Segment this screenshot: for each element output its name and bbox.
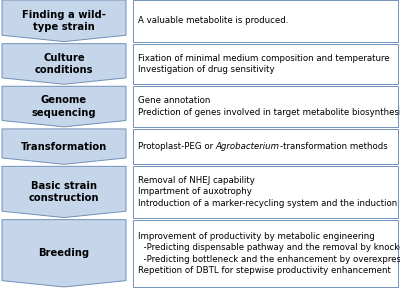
Bar xyxy=(133,44,398,84)
Polygon shape xyxy=(2,220,126,287)
Text: Fixation of minimal medium composition and temperature
Investigation of drug sen: Fixation of minimal medium composition a… xyxy=(138,54,390,74)
Bar xyxy=(133,0,398,41)
Text: Protoplast-PEG or: Protoplast-PEG or xyxy=(138,142,216,151)
Text: Culture
conditions: Culture conditions xyxy=(35,53,93,75)
Text: A valuable metabolite is produced.: A valuable metabolite is produced. xyxy=(138,16,288,25)
Polygon shape xyxy=(2,44,126,84)
Text: Agrobacterium: Agrobacterium xyxy=(216,142,280,151)
Bar xyxy=(133,129,398,164)
Polygon shape xyxy=(2,86,126,127)
Bar xyxy=(133,220,398,287)
Text: Improvement of productivity by metabolic engineering
  -Predicting dispensable p: Improvement of productivity by metabolic… xyxy=(138,232,400,275)
Text: Basic strain
construction: Basic strain construction xyxy=(29,181,99,203)
Text: Finding a wild-
type strain: Finding a wild- type strain xyxy=(22,10,106,32)
Bar xyxy=(133,166,398,217)
Text: -transformation methods: -transformation methods xyxy=(280,142,388,151)
Polygon shape xyxy=(2,129,126,164)
Polygon shape xyxy=(2,166,126,217)
Bar xyxy=(133,86,398,127)
Text: Gene annotation
Prediction of genes involved in target metabolite biosynthesis: Gene annotation Prediction of genes invo… xyxy=(138,96,400,117)
Polygon shape xyxy=(2,0,126,41)
Text: Genome
sequencing: Genome sequencing xyxy=(32,95,96,118)
Text: Transformation: Transformation xyxy=(21,142,107,151)
Text: Breeding: Breeding xyxy=(38,248,90,258)
Text: Removal of NHEJ capability
Impartment of auxotrophy
Introduction of a marker-rec: Removal of NHEJ capability Impartment of… xyxy=(138,176,397,208)
